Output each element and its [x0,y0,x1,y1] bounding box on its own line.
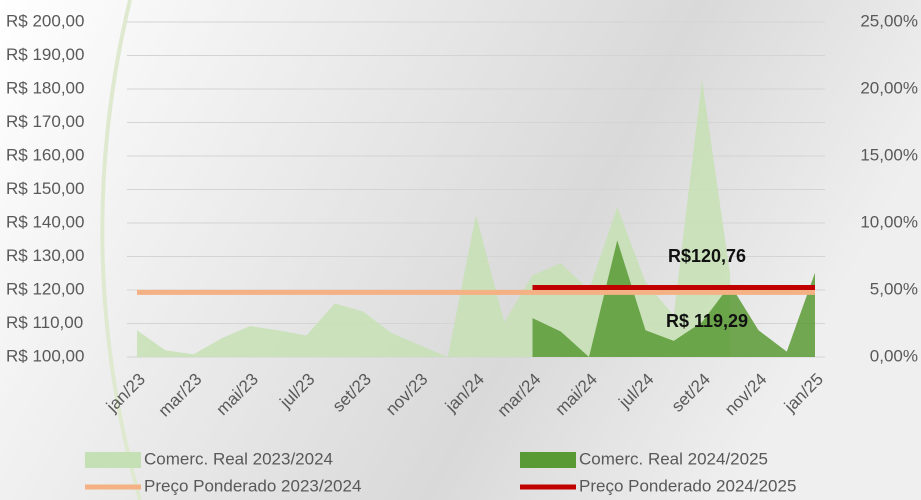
chart: R$ 100,00 R$ 110,00 R$ 120,00 R$ 130,00 R$ 1… [0,0,921,500]
legend-label: Comerc. Real 2024/2025 [579,449,768,468]
y2-tick-label: 20,00% [860,78,918,97]
y2-tick-label: 10,00% [860,212,918,231]
legend-label: Comerc. Real 2023/2024 [144,449,333,468]
y-tick-label: R$ 170,00 [6,112,84,131]
legend-label: Preço Ponderado 2024/2025 [579,476,796,495]
y-tick-label: R$ 140,00 [6,212,84,231]
background [0,0,921,500]
y-tick-label: R$ 120,00 [6,279,84,298]
y2-tick-label: 15,00% [860,145,918,164]
legend-swatch [520,452,576,468]
legend-label: Preço Ponderado 2023/2024 [144,476,361,495]
data-label: R$120,76 [668,246,746,266]
y-tick-label: R$ 160,00 [6,145,84,164]
y2-tick-label: 25,00% [860,11,918,30]
y-tick-label: R$ 130,00 [6,246,84,265]
y-tick-label: R$ 190,00 [6,45,84,64]
y-tick-label: R$ 100,00 [6,346,84,365]
y2-tick-label: 5,00% [870,279,918,298]
y-tick-label: R$ 110,00 [6,313,83,332]
legend-swatch [85,452,141,468]
data-label: R$ 119,29 [666,311,748,331]
y-tick-label: R$ 150,00 [6,179,84,198]
y2-tick-label: 0,00% [870,346,918,365]
y-tick-label: R$ 200,00 [6,11,84,30]
y-tick-label: R$ 180,00 [6,78,84,97]
